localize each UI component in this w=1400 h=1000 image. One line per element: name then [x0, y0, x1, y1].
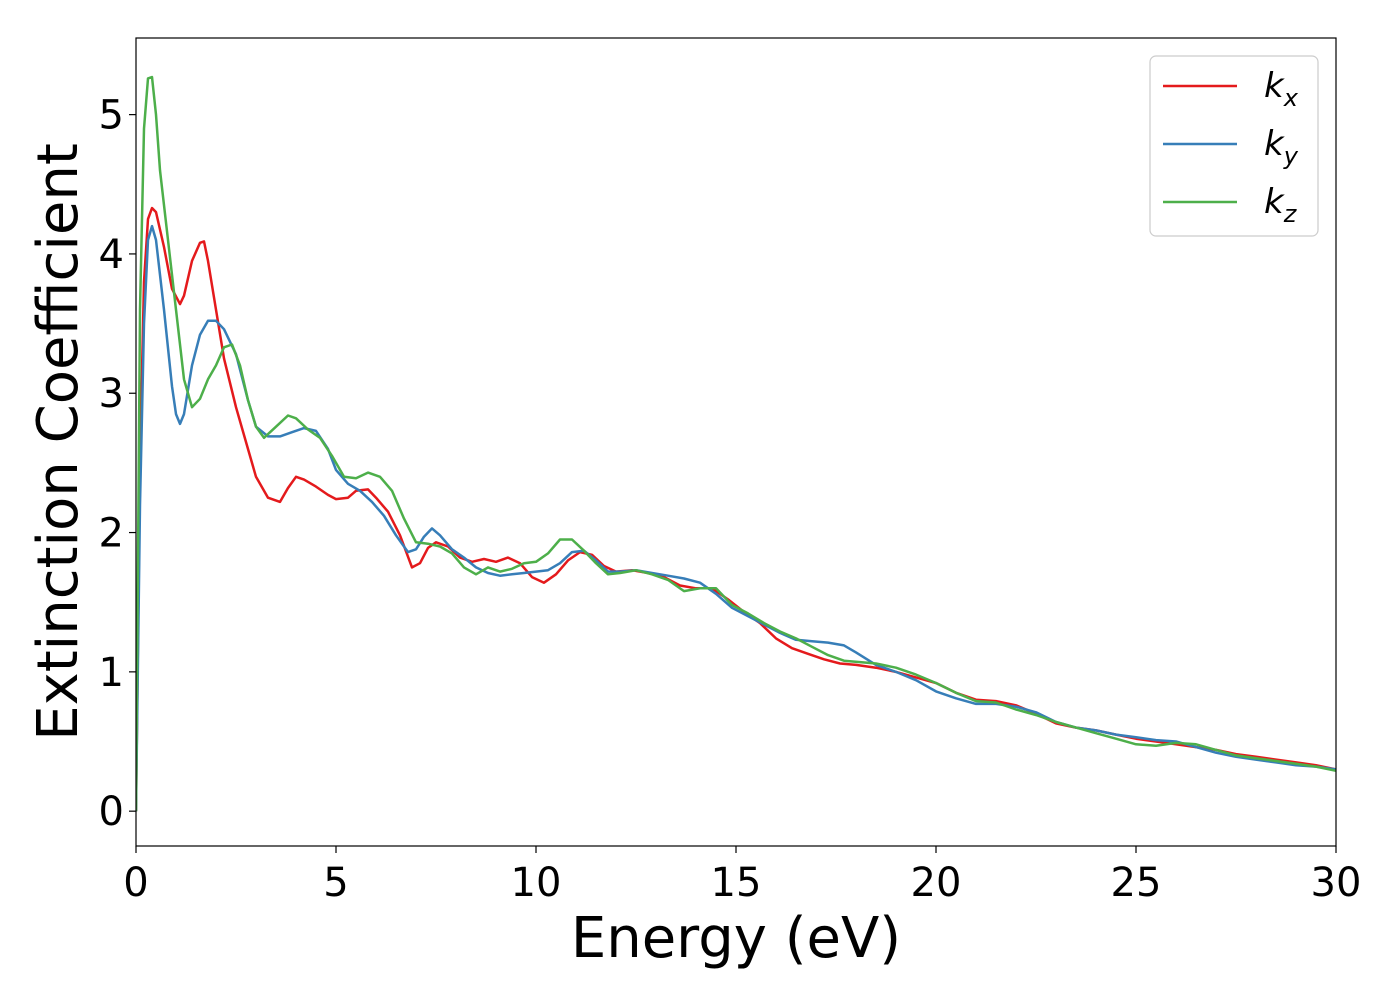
y-tick-label: 5: [99, 93, 124, 139]
legend-box: [1149, 55, 1319, 237]
legend-label-subscript: y: [1283, 142, 1299, 170]
x-axis-title: Energy (eV): [571, 906, 901, 971]
y-axis-title: Extinction Coefficient: [26, 143, 91, 741]
y-axis-ticks: 0 1 2 3 4 5: [99, 93, 136, 835]
series-line-y: [136, 224, 1336, 812]
x-tick-label: 5: [323, 860, 348, 906]
x-tick-label: 20: [911, 860, 962, 906]
y-tick-label: 3: [99, 371, 124, 417]
legend-label-z: kz: [1264, 182, 1298, 228]
y-tick-label: 1: [99, 650, 124, 696]
legend-label-base: k: [1264, 182, 1285, 222]
legend-label-base: k: [1264, 66, 1285, 106]
y-tick-label: 4: [99, 232, 124, 278]
x-tick-label: 15: [711, 860, 762, 906]
x-tick-label: 0: [123, 860, 148, 906]
x-axis-ticks: 0 5 10 15 20 25 30: [123, 846, 1361, 906]
legend-label-subscript: x: [1283, 84, 1299, 112]
legend-label-y: ky: [1264, 124, 1299, 170]
x-tick-label: 10: [511, 860, 562, 906]
legend-label-subscript: z: [1283, 200, 1298, 228]
y-tick-label: 2: [99, 511, 124, 557]
y-tick-label: 0: [99, 789, 124, 835]
series-line-x: [136, 206, 1336, 812]
x-tick-label: 30: [1311, 860, 1362, 906]
legend-label-x: kx: [1264, 66, 1299, 112]
legend-label-base: k: [1264, 124, 1285, 164]
series-line-z: [136, 75, 1336, 812]
x-tick-label: 25: [1111, 860, 1162, 906]
series-layer: [136, 75, 1336, 812]
